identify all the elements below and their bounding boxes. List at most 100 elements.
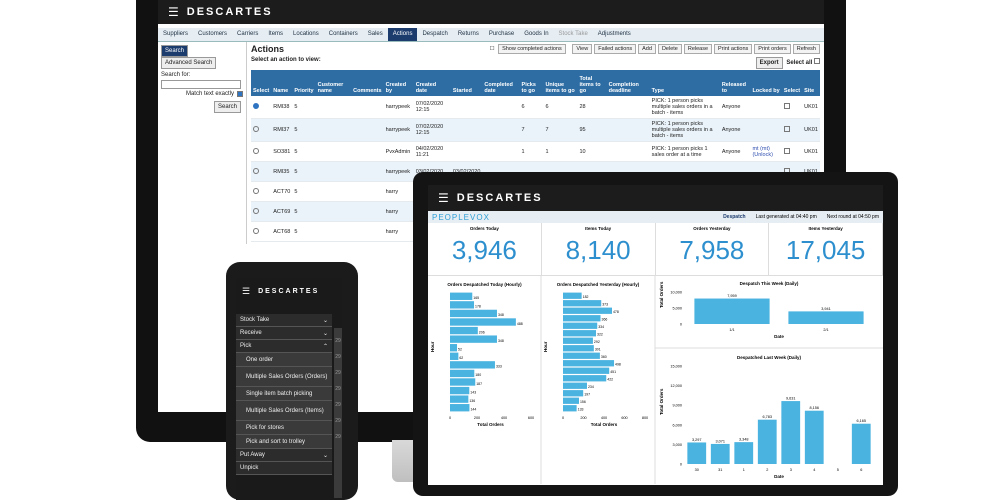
data-label: 178 (475, 305, 481, 309)
menu-item-pick-for-stores[interactable]: Pick for stores (236, 421, 332, 435)
tab-customers[interactable]: Customers (198, 31, 228, 37)
action-name: RMI38 (271, 96, 293, 119)
menu-item-single-item-batch-picking[interactable]: Single item batch picking (236, 387, 332, 401)
tick-label: 30 (695, 468, 699, 472)
comments (351, 221, 384, 242)
tab-containers[interactable]: Containers (328, 31, 358, 37)
menu-item-put-away[interactable]: Put Away ⌄ (236, 449, 332, 462)
row-checkbox-cell[interactable] (781, 141, 803, 162)
refresh-button[interactable]: Refresh (792, 44, 820, 54)
hamburger-icon[interactable]: ☰ (438, 191, 449, 205)
table-row[interactable]: SO381 5 PvxAdmin 04/02/2020 11:21 1 1 10 PICK: … (251, 141, 820, 162)
table-row[interactable]: RMI37 5 harrypeek 07/02/2020 12:15 7 7 95 PICK:… (251, 118, 820, 142)
tab-stock-take[interactable]: Stock Take (558, 31, 588, 37)
hamburger-icon[interactable]: ☰ (168, 5, 179, 19)
menu-item-multiple-sales-orders-orders-[interactable]: Multiple Sales Orders (Orders) (236, 367, 332, 387)
row-select-cell[interactable] (251, 141, 272, 162)
match-text-label: Match text exactly (185, 91, 234, 97)
row-select-cell[interactable] (251, 118, 272, 142)
delete-button[interactable]: Delete (657, 44, 682, 54)
menu-item-one-order[interactable]: One order (236, 353, 332, 367)
bar (563, 307, 612, 314)
select-radio[interactable] (253, 147, 259, 154)
menu-item-unpick[interactable]: Unpick (236, 462, 332, 475)
row-checkbox-cell[interactable] (781, 96, 803, 119)
started-date (450, 141, 483, 162)
select-radio[interactable] (253, 167, 259, 174)
scroll-label: 29 (335, 370, 341, 376)
tab-carriers[interactable]: Carriers (237, 31, 259, 37)
chevron-down-icon: ⌄ (322, 452, 328, 459)
tab-returns[interactable]: Returns (457, 31, 479, 37)
select-radio[interactable] (253, 227, 259, 234)
row-checkbox-cell[interactable] (781, 118, 803, 142)
row-checkbox[interactable] (783, 147, 790, 154)
export-button[interactable]: Export (755, 57, 783, 69)
scroll-strip[interactable]: 29 29 29 29 29 29 29 (334, 328, 342, 498)
menu-item-receive[interactable]: Receive ⌄ (236, 327, 332, 340)
release-button[interactable]: Release (683, 44, 713, 54)
menu-item-label: Receive (240, 330, 262, 336)
row-select-cell[interactable] (251, 96, 272, 119)
menu-item-multiple-sales-orders-items-[interactable]: Multiple Sales Orders (Items) (236, 401, 332, 421)
tab-adjustments[interactable]: Adjustments (597, 31, 631, 37)
show-completed-toggle[interactable]: ☐ Show completed actions (487, 44, 569, 54)
completed-date (482, 96, 520, 119)
dashboard-charts: Orders Despatched Today (Hourly)Hour1651… (430, 276, 883, 484)
action-name: ACT70 (271, 181, 293, 202)
tab-purchase[interactable]: Purchase (488, 31, 515, 37)
site: UK01 (802, 96, 820, 119)
search-submit-button[interactable]: Search (213, 101, 241, 113)
print-actions-button[interactable]: Print actions (714, 44, 753, 54)
column-header: Created by (383, 70, 414, 96)
started-date (450, 118, 483, 142)
table-row[interactable]: RMI38 5 harrypeek 07/02/2020 12:15 6 6 28 PICK:… (251, 96, 820, 119)
print-orders-button[interactable]: Print orders (754, 44, 791, 54)
tick-label: 600 (528, 416, 534, 420)
row-checkbox[interactable] (783, 103, 790, 109)
bar (563, 345, 594, 352)
tab-despatch[interactable]: Despatch (422, 31, 448, 37)
bar (563, 367, 610, 374)
row-select-cell[interactable] (251, 181, 272, 202)
select-radio[interactable] (253, 187, 259, 194)
row-select-cell[interactable] (251, 161, 272, 182)
select-radio[interactable] (253, 207, 259, 214)
view-button[interactable]: View (572, 44, 593, 54)
menu-item-stock-take[interactable]: Stock Take ⌄ (236, 314, 332, 327)
row-checkbox[interactable] (783, 126, 790, 132)
kpi-label: Items Today (585, 226, 612, 231)
tab-sales[interactable]: Sales (367, 31, 383, 37)
tab-locations[interactable]: Locations (293, 31, 319, 37)
bar (563, 330, 597, 337)
hamburger-icon[interactable]: ☰ (242, 285, 251, 296)
select-radio[interactable] (253, 103, 259, 109)
action-type: PICK: 1 person picks 1 sales order at a … (649, 141, 720, 162)
row-select-cell[interactable] (251, 201, 272, 222)
dashboard-bar: PEOPLEVOX Despatch Last generated at 04:… (428, 211, 883, 223)
menu-item-label: Single item batch picking (246, 390, 313, 397)
total-items: 10 (577, 141, 607, 162)
select-radio[interactable] (253, 126, 259, 132)
priority: 5 (292, 141, 316, 162)
despatch-tab[interactable]: Despatch (723, 214, 746, 220)
failed-actions-button[interactable]: Failed actions (594, 44, 637, 54)
menu-item-pick-and-sort-to-trolley[interactable]: Pick and sort to trolley (236, 435, 332, 449)
kpi-value: 8,140 (565, 235, 631, 265)
search-input[interactable] (161, 80, 241, 89)
bar (450, 309, 497, 318)
search-button[interactable]: Search (161, 45, 189, 57)
add-button[interactable]: Add (638, 44, 656, 54)
customer-name (315, 181, 352, 202)
match-text-checkbox[interactable] (237, 91, 243, 97)
select-all-checkbox[interactable] (814, 58, 820, 64)
tab-items[interactable]: Items (268, 31, 284, 37)
column-header: Unique items to go (543, 70, 578, 96)
tab-actions[interactable]: Actions (387, 28, 418, 41)
advanced-search-button[interactable]: Advanced Search (161, 57, 217, 69)
tab-suppliers[interactable]: Suppliers (163, 31, 189, 37)
tab-goods-in[interactable]: Goods In (524, 31, 549, 37)
menu-item-pick[interactable]: Pick ⌃ (236, 340, 332, 353)
row-select-cell[interactable] (251, 221, 272, 242)
